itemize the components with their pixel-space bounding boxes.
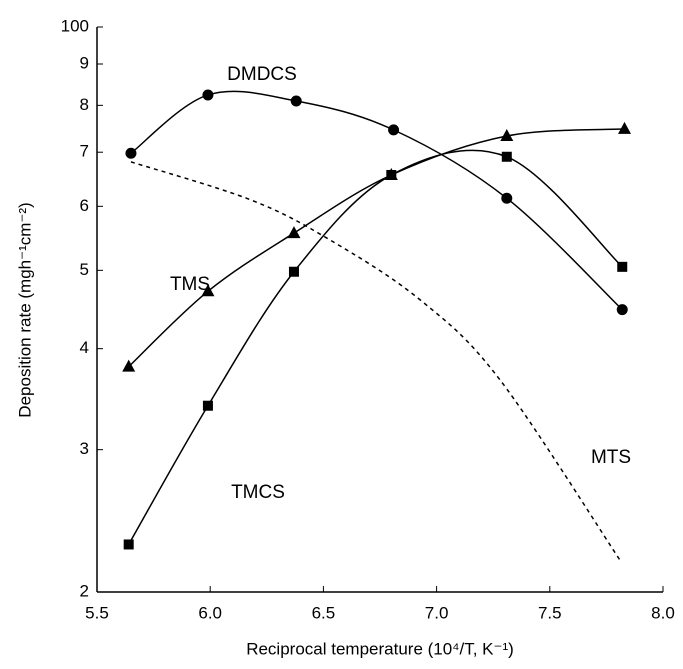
point [501,151,512,162]
point [290,95,302,107]
y-tick-label: 100 [61,16,89,35]
annotation: DMDCS [227,64,297,85]
series-line [128,128,625,368]
point [501,192,513,204]
point [287,226,301,239]
point [388,124,400,136]
point [202,89,214,101]
y-tick-label: 9 [80,53,89,72]
annotation: TMCS [231,482,285,503]
series-line [130,161,621,561]
x-tick-label: 6.5 [312,603,336,622]
y-axis-label: Deposition rate (mgh⁻¹cm⁻²) [15,202,34,417]
y-tick-label: 8 [80,95,89,114]
annotation: MTS [591,447,631,468]
point [201,284,215,297]
y-tick-label: 2 [80,581,89,600]
x-tick-label: 6.0 [198,603,222,622]
point [617,261,628,272]
point [618,121,632,134]
x-axis-label: Reciprocal temperature (10⁴/T, K⁻¹) [246,639,514,658]
point [288,266,299,277]
point [202,400,213,411]
point [616,304,628,316]
y-tick-label: 4 [80,338,89,357]
y-tick-label: 6 [80,196,89,215]
y-tick-label: 5 [80,260,89,279]
y-tick-label: 7 [80,142,89,161]
x-tick-label: 7.5 [538,603,562,622]
point [123,539,134,550]
point [500,129,514,142]
x-tick-label: 8.0 [651,603,675,622]
x-tick-label: 5.5 [85,603,109,622]
y-tick-label: 3 [80,439,89,458]
series-line [128,149,623,545]
point [125,147,137,159]
x-tick-label: 7.0 [425,603,449,622]
annotation: TMS [170,274,210,295]
point [386,170,397,181]
point [122,359,136,372]
